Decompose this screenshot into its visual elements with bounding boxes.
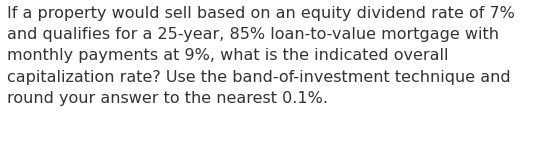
Text: If a property would sell based on an equity dividend rate of 7%
and qualifies fo: If a property would sell based on an equ… (7, 6, 515, 106)
